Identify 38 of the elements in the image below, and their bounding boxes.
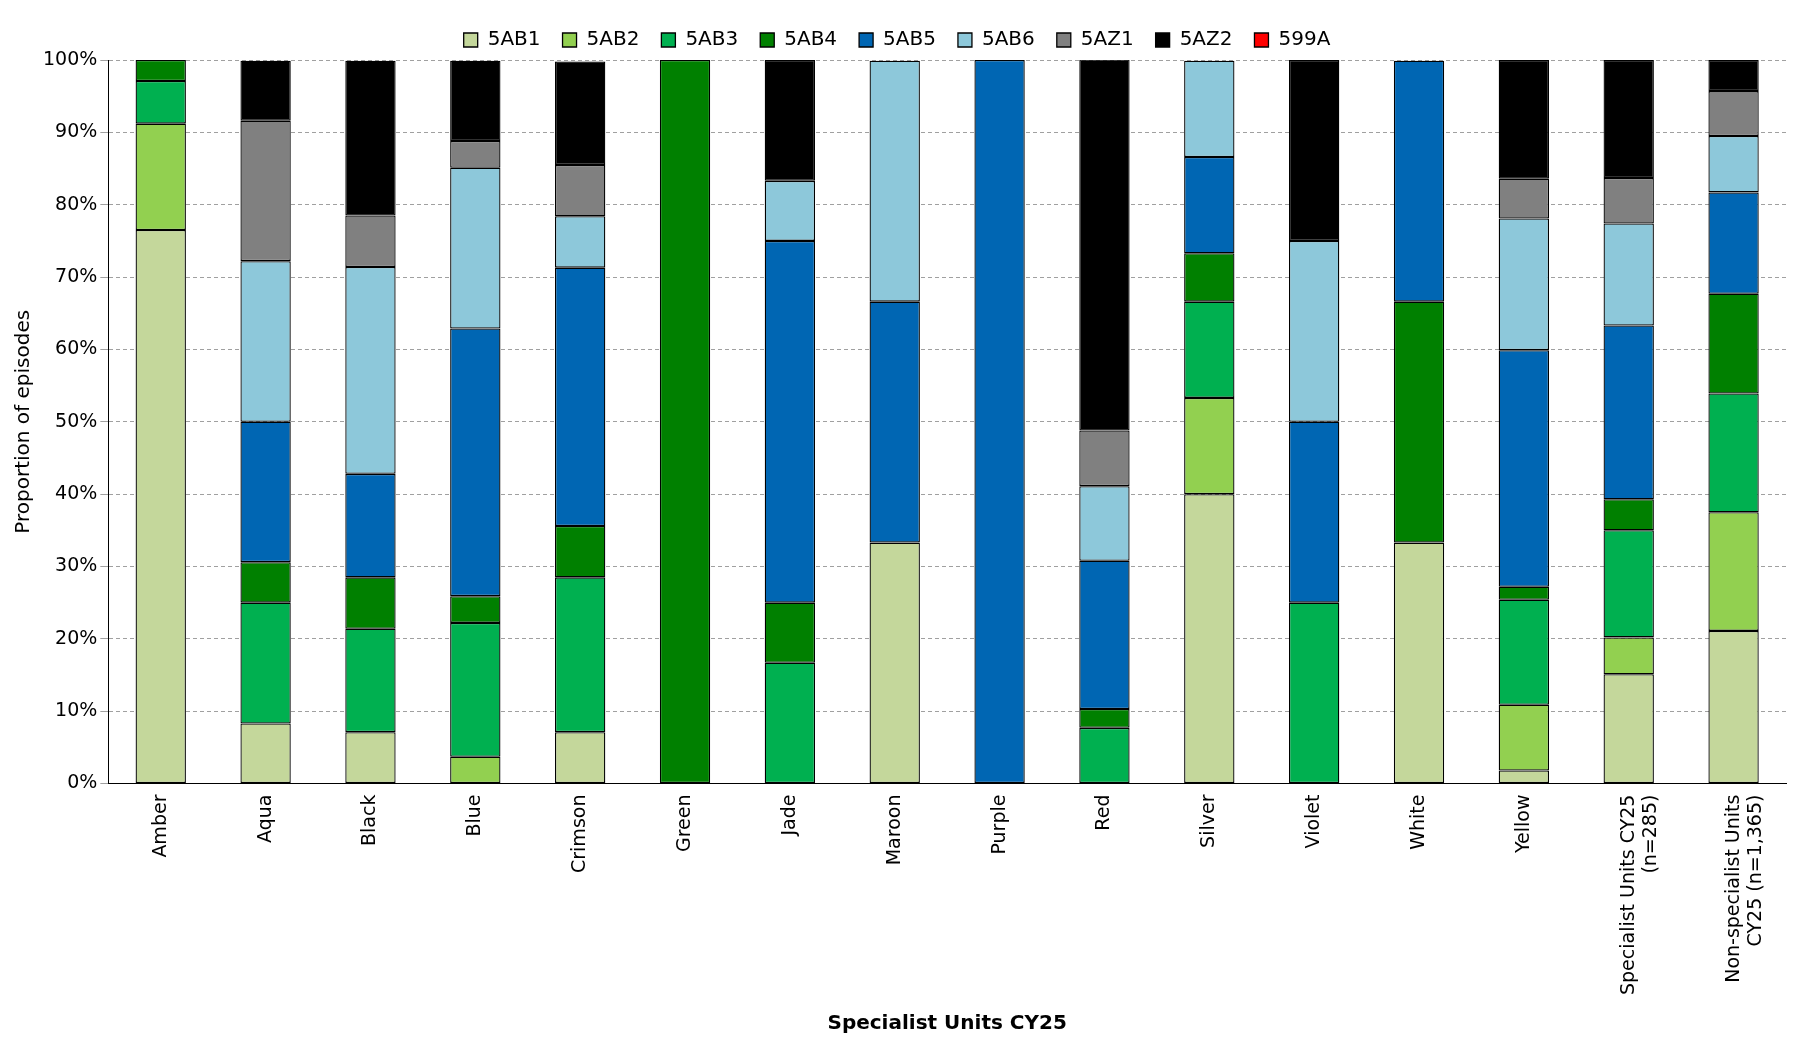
x-tick-label: Amber [147,794,170,858]
legend-label: 5AB4 [784,26,838,51]
x-tick-label: Yellow [1510,794,1533,855]
legend-label: 5AB2 [586,26,640,51]
x-tick-label: Non-specialist Units CY25 (n=1,365) [1720,794,1766,983]
y-tick-label: 30% [55,553,98,576]
y-tick-label: 100% [42,46,98,69]
x-tick-label: White [1405,794,1428,850]
y-axis-title: Proportion of episodes [10,309,35,534]
x-tick-label: Maroon [881,794,904,866]
x-axis-title: Specialist Units CY25 [827,1010,1067,1035]
legend-label: 5AB1 [487,26,541,51]
x-tick-label: Violet [1301,794,1324,849]
y-tick-label: 90% [55,119,98,142]
x-tick-label: Aqua [252,794,275,843]
x-tick-label: Purple [986,794,1009,855]
legend-label: 5AB3 [685,26,739,51]
x-tick-label: Red [1091,794,1114,831]
y-tick-label: 10% [55,698,98,721]
legend-label: 599A [1278,26,1331,51]
y-tick-label: 60% [55,336,98,359]
y-tick-label: 40% [55,481,98,504]
y-tick-label: 50% [55,408,98,431]
legend-label: 5AB6 [981,26,1035,51]
y-tick-label: 0% [67,770,98,793]
x-tick-label: Green [671,794,694,853]
x-tick-label: Specialist Units CY25 (n=285) [1615,794,1661,996]
legend-label: 5AZ1 [1080,26,1134,51]
x-tick-label: Crimson [567,794,590,873]
x-tick-label: Blue [462,794,485,837]
legend-label: 5AZ2 [1179,26,1233,51]
x-tick-label: Silver [1196,794,1219,848]
x-tick-label: Black [357,794,380,846]
y-tick-label: 20% [55,625,98,648]
y-tick-label: 80% [55,191,98,214]
x-tick-label: Jade [776,794,799,837]
y-tick-label: 70% [55,264,98,286]
legend-label: 5AB5 [883,26,936,51]
